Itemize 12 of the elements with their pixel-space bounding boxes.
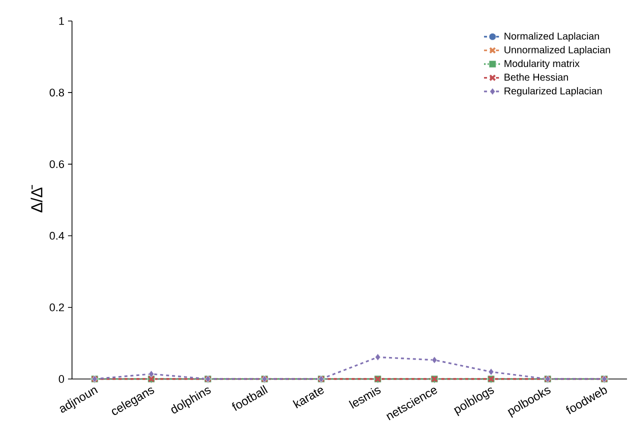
legend-label: Normalized Laplacian	[504, 32, 599, 42]
legend-label: Bethe Hessian	[504, 73, 568, 81]
y-tick-label: 0.2	[50, 304, 64, 312]
legend-label: Regularized Laplacian	[504, 87, 602, 96]
y-tick-label: 1	[59, 17, 64, 25]
y-axis-title: Δ/Δ̄	[30, 184, 42, 212]
y-tick-label: 0	[58, 375, 64, 383]
legend-label: Unnormalized Laplacian	[504, 46, 610, 56]
y-tick-label: 0.8	[50, 88, 64, 96]
y-tick-label: 0.4	[50, 232, 64, 240]
legend-label: Modularity matrix	[504, 60, 580, 70]
y-tick-label: 0.6	[50, 160, 64, 168]
